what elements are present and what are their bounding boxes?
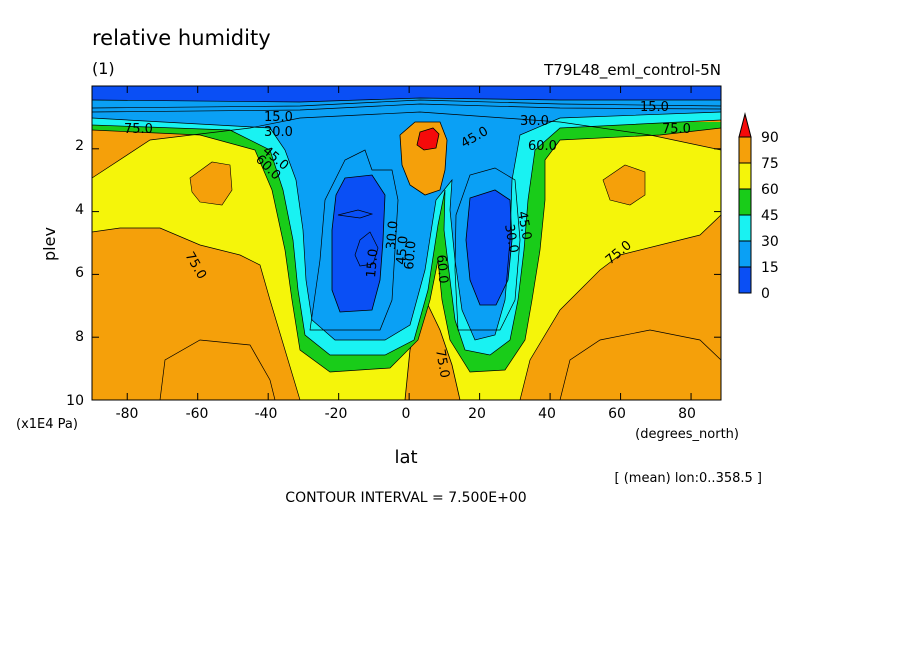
x-axis-label: lat (394, 447, 417, 468)
colorbar-label: 75 (761, 156, 779, 172)
x-tick-label: 80 (678, 406, 696, 422)
contour-label: 75.0 (662, 122, 691, 137)
x-axis: -80 -60 -40 -20 0 20 40 60 80 (degrees_n… (116, 86, 739, 468)
colorbar-box (738, 136, 752, 164)
colorbar-box (738, 266, 752, 294)
colorbar-triangle (738, 112, 752, 138)
contour-label: 30.0 (520, 114, 549, 129)
colorbar-label: 0 (761, 286, 770, 302)
y-tick-label: 10 (66, 393, 84, 409)
x-tick-label: 40 (538, 406, 556, 422)
contour-label: 30.0 (264, 125, 293, 140)
contour-label: 15.0 (364, 248, 381, 278)
colorbar-box (738, 240, 752, 268)
colorbar-label: 45 (761, 208, 779, 224)
y-tick-marks (92, 148, 721, 401)
colorbar-box (738, 214, 752, 242)
contour-lines (92, 97, 721, 400)
contour-label-group: 15.0 30.0 45.0 60.0 75.0 15.0 30.0 75.0 … (124, 100, 691, 379)
x-axis-units: (degrees_north) (635, 427, 739, 442)
colorbar-label: 90 (761, 130, 779, 146)
y-tick-label: 6 (75, 265, 84, 281)
colorbar-box (738, 188, 752, 216)
contour-label: 75.0 (432, 348, 452, 379)
fill-dark-blue-top (92, 86, 721, 102)
fill-red-max (416, 127, 440, 151)
contour-label: 60.0 (402, 240, 419, 270)
x-tick-label: -20 (325, 406, 348, 422)
chart-subtitle: (1) (92, 59, 115, 78)
fill-orange-patch-right (602, 164, 646, 206)
contour-label: 15.0 (264, 110, 293, 125)
x-tick-marks (126, 86, 692, 400)
contour-label: 45.0 (394, 235, 411, 265)
colorbar-label: 60 (761, 182, 779, 198)
y-axis: 2 4 6 8 10 plev (x1E4 Pa) (16, 138, 721, 432)
y-tick-label: 2 (75, 138, 84, 154)
plot-frame (91, 85, 722, 401)
contour-label: 30.0 (501, 223, 521, 254)
x-tick-label: -60 (186, 406, 209, 422)
x-tick-label: 20 (468, 406, 486, 422)
contour-label: 75.0 (124, 122, 153, 137)
contour-label: 45.0 (514, 210, 534, 241)
contour-interval-note: CONTOUR INTERVAL = 7.500E+00 (285, 490, 526, 506)
fill-dark-blue-core-right (465, 189, 513, 306)
y-tick-label: 4 (75, 202, 84, 218)
contour-label: 60.0 (433, 254, 450, 284)
contour-label: 60.0 (528, 139, 557, 154)
colorbar-label: 30 (761, 234, 779, 250)
contour-label: 15.0 (640, 100, 669, 115)
colorbar: 90 75 60 45 30 15 0 (738, 112, 779, 302)
colorbar-box (738, 162, 752, 190)
contour-label: 30.0 (384, 220, 401, 250)
averaging-note: [ (mean) lon:0..358.5 ] (615, 471, 763, 486)
y-axis-units: (x1E4 Pa) (16, 417, 78, 432)
chart-title: relative humidity (92, 26, 271, 50)
x-tick-label: -80 (116, 406, 139, 422)
x-tick-label: 60 (608, 406, 626, 422)
y-tick-label: 8 (75, 329, 84, 345)
colorbar-label: 15 (761, 260, 779, 276)
plot-area: 15.0 30.0 45.0 60.0 75.0 15.0 30.0 75.0 … (92, 86, 721, 400)
x-tick-label: -40 (255, 406, 278, 422)
fill-blue-band (92, 96, 721, 340)
y-axis-label: plev (40, 227, 59, 261)
x-tick-label: 0 (402, 406, 411, 422)
run-label: T79L48_eml_control-5N (543, 61, 721, 80)
fill-orange-patch-left (189, 161, 233, 206)
